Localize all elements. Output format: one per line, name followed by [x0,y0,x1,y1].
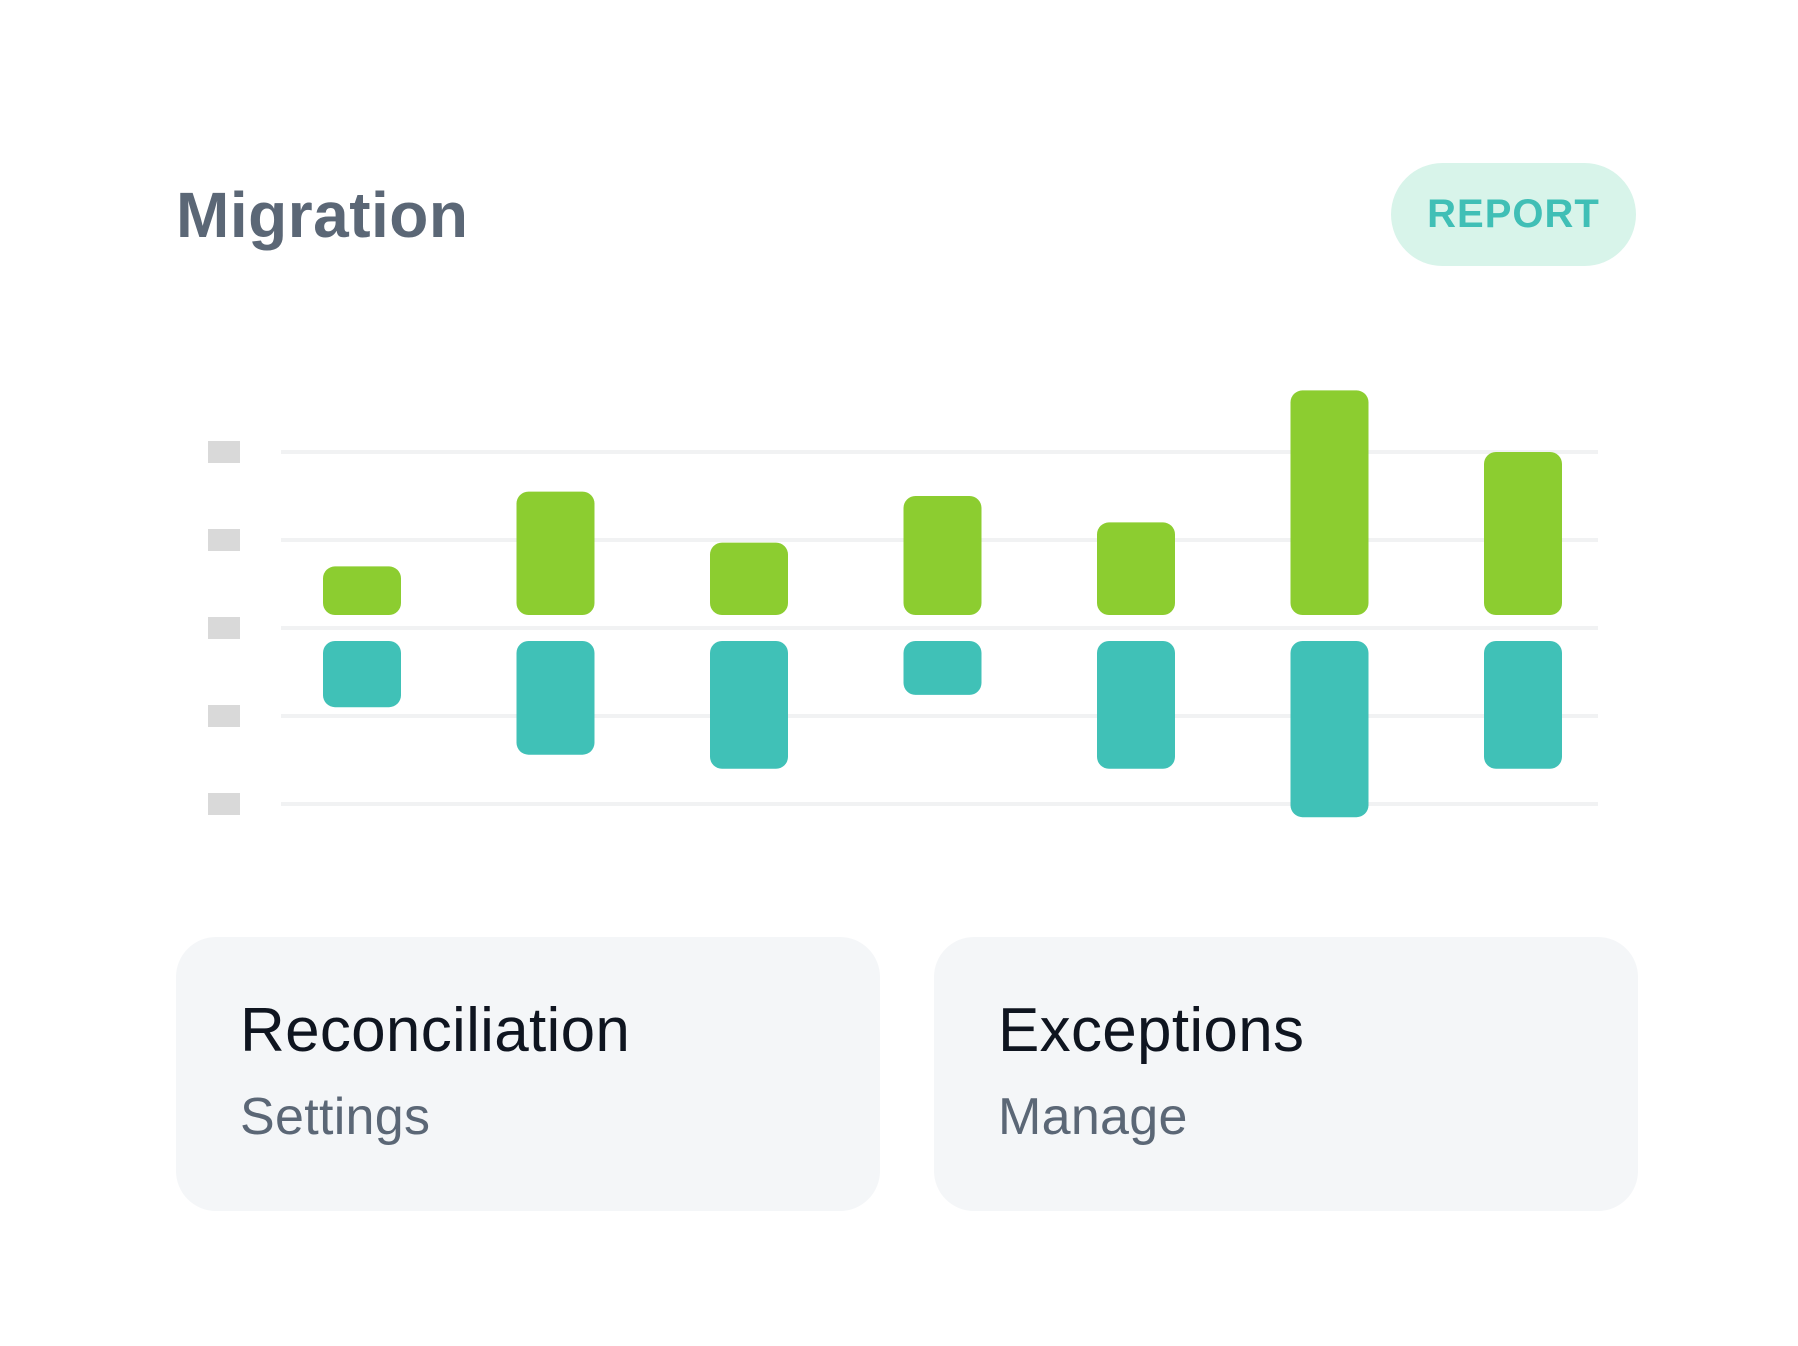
bar-positive-2 [516,491,595,615]
chart-grid [281,450,1598,806]
bar-negative-4 [903,641,982,695]
bar-negative-3 [710,641,788,769]
chart-y-ticks [208,441,240,815]
bar-positive-3 [710,542,788,615]
y-tick-label-placeholder [208,529,240,551]
y-tick-label-placeholder [208,793,240,815]
y-tick-label-placeholder [208,617,240,639]
card-title: Exceptions [998,996,1305,1065]
report-button[interactable]: REPORT [1391,163,1636,266]
bar-negative-2 [516,641,595,755]
bar-positive-4 [903,496,982,615]
y-tick-label-placeholder [208,441,240,463]
card-title: Reconciliation [240,996,631,1065]
bar-chart [208,390,1598,818]
bar-negative-1 [323,641,401,708]
card-subtitle: Manage [998,1088,1188,1146]
bar-positive-7 [1484,452,1562,615]
card-subtitle: Settings [240,1088,431,1146]
bar-negative-5 [1097,641,1175,769]
bar-positive-5 [1097,522,1175,615]
y-tick-label-placeholder [208,705,240,727]
reconciliation-card[interactable]: Reconciliation Settings [176,937,880,1211]
bar-negative-7 [1484,641,1562,769]
exceptions-card[interactable]: Exceptions Manage [934,937,1638,1211]
page-title: Migration [176,179,469,251]
bar-negative-6 [1290,641,1369,818]
chart-bars [323,390,1562,818]
bar-positive-1 [323,566,401,615]
bar-positive-6 [1290,390,1369,615]
